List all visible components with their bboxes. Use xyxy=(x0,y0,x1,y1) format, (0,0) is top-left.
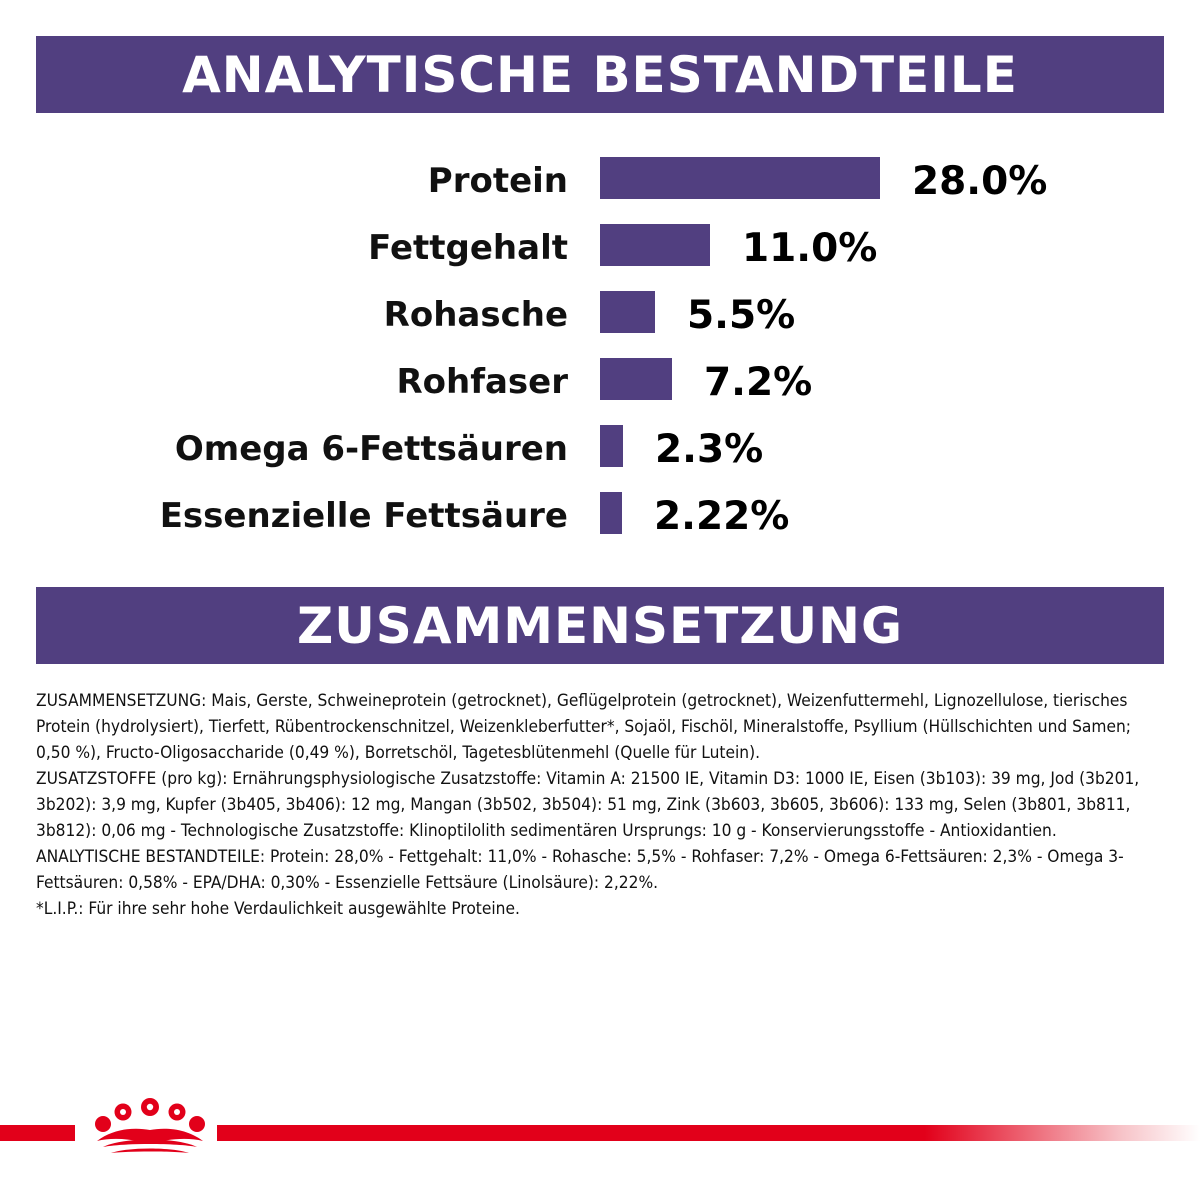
bar xyxy=(600,358,672,400)
composition-text: ZUSAMMENSETZUNG: Mais, Gerste, Schweinep… xyxy=(36,688,1166,922)
composition-paragraph-analytical: ANALYTISCHE BESTANDTEILE: Protein: 28,0%… xyxy=(36,847,1124,893)
royal-canin-crown-icon xyxy=(95,1098,205,1153)
composition-paragraph-additives: ZUSATZSTOFFE (pro kg): Ernährungsphysiol… xyxy=(36,769,1140,841)
section-header-analytical: ANALYTISCHE BESTANDTEILE xyxy=(36,36,1164,113)
bar xyxy=(600,425,623,467)
bar-category-label: Essenzielle Fettsäure xyxy=(160,496,568,536)
nutrient-bar-chart: Protein 28.0% Fettgehalt 11.0% Rohasche 5.5% R… xyxy=(160,157,1047,539)
bar-value-label: 11.0% xyxy=(742,226,877,271)
composition-paragraph-ingredients: ZUSAMMENSETZUNG: Mais, Gerste, Schweinep… xyxy=(36,691,1131,763)
section-title-analytical: ANALYTISCHE BESTANDTEILE xyxy=(182,45,1018,104)
bar xyxy=(600,157,880,199)
bar-value-label: 28.0% xyxy=(912,159,1047,204)
section-header-composition: ZUSAMMENSETZUNG xyxy=(36,587,1164,664)
bar-category-label: Fettgehalt xyxy=(368,228,568,268)
bar xyxy=(600,291,655,333)
bar-value-label: 2.3% xyxy=(655,427,763,472)
bar-value-label: 7.2% xyxy=(704,360,812,405)
bar-category-label: Omega 6-Fettsäuren xyxy=(175,429,568,469)
bar xyxy=(600,224,710,266)
bar-value-label: 5.5% xyxy=(687,293,795,338)
bar xyxy=(600,492,622,534)
bar-category-label: Rohfaser xyxy=(396,362,568,402)
footer-red-line-left xyxy=(0,1125,75,1141)
bar-category-label: Protein xyxy=(428,161,568,201)
section-title-composition: ZUSAMMENSETZUNG xyxy=(296,596,904,655)
bar-value-label: 2.22% xyxy=(654,494,789,539)
bar-category-label: Rohasche xyxy=(384,295,568,335)
footer-red-line-right xyxy=(217,1125,1200,1141)
composition-paragraph-footnote: *L.I.P.: Für ihre sehr hohe Verdaulichke… xyxy=(36,899,520,919)
